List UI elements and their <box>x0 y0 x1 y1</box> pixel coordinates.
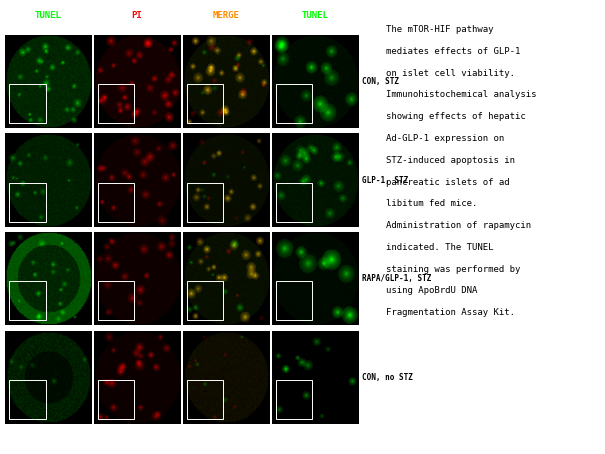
Text: CON, STZ: CON, STZ <box>362 77 399 86</box>
Bar <box>98 380 134 419</box>
Text: Immunohistochemical analysis: Immunohistochemical analysis <box>386 90 537 99</box>
Text: on islet cell viability.: on islet cell viability. <box>386 69 515 78</box>
Bar <box>187 380 223 419</box>
Bar <box>9 84 45 123</box>
Bar <box>9 380 45 419</box>
Text: libitum fed mice.: libitum fed mice. <box>386 199 477 208</box>
Text: CON, no STZ: CON, no STZ <box>362 373 413 381</box>
Bar <box>187 281 223 321</box>
Text: Fragmentation Assay Kit.: Fragmentation Assay Kit. <box>386 308 515 317</box>
Bar <box>276 84 312 123</box>
Text: TUNEL: TUNEL <box>34 10 62 20</box>
Bar <box>187 84 223 123</box>
Text: GLP-1, STZ: GLP-1, STZ <box>362 176 408 184</box>
Bar <box>9 281 45 321</box>
Text: PI: PI <box>132 10 142 20</box>
Bar <box>98 281 134 321</box>
Text: using ApoBrdU DNA: using ApoBrdU DNA <box>386 286 477 296</box>
Text: RAPA/GLP-1, STZ: RAPA/GLP-1, STZ <box>362 274 432 283</box>
Text: indicated. The TUNEL: indicated. The TUNEL <box>386 243 494 252</box>
Text: Administration of rapamycin: Administration of rapamycin <box>386 221 531 230</box>
Bar <box>9 183 45 222</box>
Bar <box>187 183 223 222</box>
Text: pancreatic islets of ad: pancreatic islets of ad <box>386 178 509 187</box>
Bar <box>276 380 312 419</box>
Text: Ad-GLP-1 expression on: Ad-GLP-1 expression on <box>386 134 504 143</box>
Text: MERGE: MERGE <box>212 10 240 20</box>
Text: mediates effects of GLP-1: mediates effects of GLP-1 <box>386 47 520 56</box>
Text: STZ-induced apoptosis in: STZ-induced apoptosis in <box>386 156 515 165</box>
Bar <box>98 84 134 123</box>
Bar <box>276 183 312 222</box>
Bar <box>276 281 312 321</box>
Text: The mTOR-HIF pathway: The mTOR-HIF pathway <box>386 25 494 34</box>
Text: staining was performed by: staining was performed by <box>386 265 520 274</box>
Text: TUNEL: TUNEL <box>301 10 329 20</box>
Bar <box>98 183 134 222</box>
Text: showing effects of hepatic: showing effects of hepatic <box>386 112 526 121</box>
